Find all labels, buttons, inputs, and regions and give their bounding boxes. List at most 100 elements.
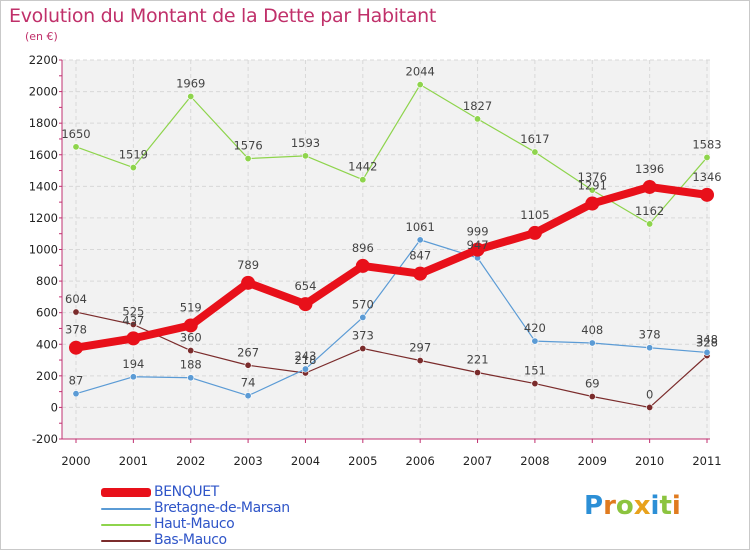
data-point	[700, 187, 714, 202]
x-tick-label: 2011	[692, 454, 721, 468]
y-tick-label: 400	[36, 337, 58, 351]
y-tick-label: 2200	[29, 53, 58, 67]
data-point	[588, 393, 596, 401]
y-tick-label: 0	[51, 400, 58, 414]
legend-label: BENQUET	[154, 484, 219, 500]
x-tick-label: 2007	[463, 454, 492, 468]
data-point	[301, 152, 309, 160]
proxiti-logo: Proxiti	[584, 491, 681, 521]
data-label: 525	[122, 305, 144, 319]
logo-letter: t	[659, 491, 672, 521]
data-point	[69, 340, 83, 355]
data-label: 188	[180, 358, 202, 372]
x-tick-label: 2001	[119, 454, 148, 468]
x-tick-label: 2002	[176, 454, 205, 468]
y-tick-label: 2000	[29, 85, 58, 99]
data-point	[416, 357, 424, 365]
data-point	[470, 242, 485, 257]
chart-title: Evolution du Montant de la Dette par Hab…	[9, 5, 437, 27]
data-label: 360	[180, 331, 202, 345]
data-label: 151	[524, 364, 546, 378]
data-label: 654	[294, 279, 316, 293]
data-point	[646, 344, 654, 352]
data-label: 1061	[406, 220, 435, 234]
data-point	[642, 179, 657, 194]
data-label: 1827	[463, 99, 492, 113]
data-point	[244, 155, 252, 163]
data-point	[241, 275, 256, 290]
data-label: 221	[467, 353, 489, 367]
data-label: 348	[696, 332, 718, 346]
y-tick-label: 800	[36, 274, 58, 288]
data-label: 789	[237, 258, 259, 272]
data-label: 87	[69, 374, 84, 388]
x-tick-label: 2003	[233, 454, 262, 468]
data-point	[298, 297, 313, 312]
data-label: 999	[467, 225, 489, 239]
data-point	[359, 176, 367, 184]
data-point	[703, 348, 711, 356]
legend-swatch	[101, 524, 151, 526]
x-tick-label: 2010	[635, 454, 664, 468]
data-label: 1969	[176, 76, 205, 90]
data-point	[72, 143, 80, 151]
data-label: 1617	[520, 132, 549, 146]
legend-label: Bretagne-de-Marsan	[154, 500, 290, 516]
data-point	[531, 380, 539, 388]
data-point	[588, 186, 596, 194]
data-label: 896	[352, 241, 374, 255]
data-label: 1519	[119, 148, 148, 162]
logo-letter: x	[633, 491, 651, 521]
data-label: 0	[646, 387, 653, 401]
data-point	[474, 115, 482, 123]
chart-subtitle: (en €)	[25, 30, 58, 43]
x-tick-label: 2009	[578, 454, 607, 468]
logo-letter: r	[603, 491, 616, 521]
data-label: 1583	[692, 137, 721, 151]
legend-swatch	[101, 508, 151, 510]
series-line-bas-mauco	[75, 311, 708, 409]
data-point	[413, 266, 428, 281]
data-label: 1105	[520, 208, 549, 222]
data-label: 947	[467, 238, 489, 252]
data-point	[359, 313, 367, 321]
data-point	[355, 258, 370, 273]
data-label: 1376	[578, 170, 607, 184]
data-point	[183, 318, 198, 333]
data-point	[187, 92, 195, 100]
legend-item: Bretagne-de-Marsan	[101, 500, 361, 517]
logo-letter: i	[650, 491, 660, 521]
data-label: 218	[294, 353, 316, 367]
data-label: 1162	[635, 204, 664, 218]
legend-label: Haut-Mauco	[154, 516, 235, 532]
data-label: 194	[122, 357, 144, 371]
logo-letter: i	[671, 491, 681, 521]
logo-letter: P	[584, 491, 604, 521]
y-tick-label: 1000	[29, 243, 58, 257]
x-tick-label: 2006	[406, 454, 435, 468]
data-point	[72, 390, 80, 398]
data-label: 69	[585, 377, 600, 391]
data-label: 378	[639, 328, 661, 342]
data-point	[359, 345, 367, 353]
data-label: 1291	[578, 179, 607, 193]
y-tick-label: -200	[32, 432, 58, 446]
data-point	[703, 153, 711, 161]
data-point	[244, 361, 252, 369]
data-point	[416, 81, 424, 89]
series-line-bretagne-de-marsan	[75, 239, 708, 397]
y-tick-label: 1200	[29, 211, 58, 225]
legend-label: Bas-Mauco	[154, 532, 227, 548]
legend-swatch	[101, 540, 151, 542]
data-label: 604	[65, 292, 87, 306]
legend-item: BENQUET	[101, 484, 361, 501]
series-line-benquet	[75, 182, 708, 352]
data-point	[646, 403, 654, 411]
data-point	[129, 164, 137, 172]
series-line-haut-mauco	[75, 84, 708, 225]
data-label: 519	[180, 300, 202, 314]
data-label: 1442	[348, 160, 377, 174]
data-label: 1346	[692, 170, 721, 184]
y-tick-label: 1400	[29, 179, 58, 193]
